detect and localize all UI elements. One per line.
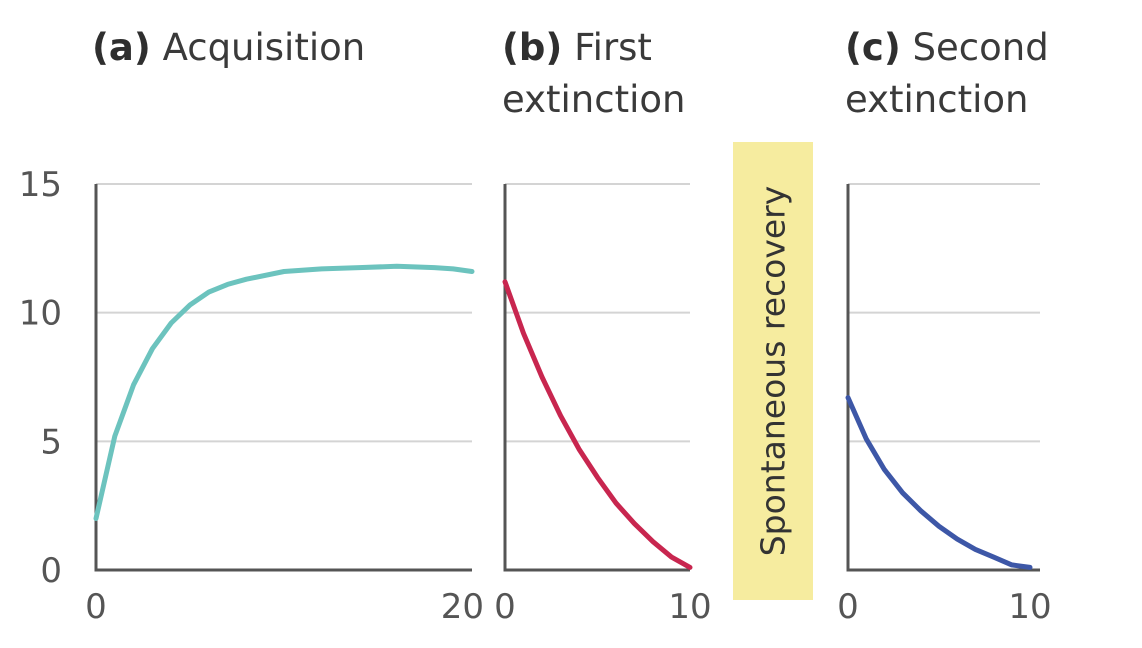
panel-c-title: (c) Second extinction bbox=[845, 22, 1049, 126]
panel-b-series-line bbox=[502, 279, 693, 570]
panel-a-ytick-label: 0 bbox=[40, 551, 62, 591]
spontaneous-recovery-box bbox=[733, 142, 813, 600]
panel-b-title: (b) First extinction bbox=[502, 22, 685, 126]
panel-a-series-line bbox=[93, 263, 475, 521]
panel-b-axes bbox=[503, 184, 690, 572]
panel-a-axes bbox=[94, 184, 472, 572]
panel-a-tag: (a) bbox=[92, 26, 151, 69]
panel-c-title-text: Second bbox=[912, 26, 1049, 69]
panel-b-xtick-label: 0 bbox=[494, 587, 516, 627]
panel-b-title-line2: extinction bbox=[502, 78, 686, 121]
panel-b-title-text: First bbox=[574, 26, 652, 69]
panel-c-xtick-label: 0 bbox=[837, 587, 859, 627]
panel-a-xtick-label: 20 bbox=[441, 587, 484, 627]
panel-a-xtick-label: 0 bbox=[85, 587, 107, 627]
panel-c-xtick-label: 10 bbox=[1008, 587, 1051, 627]
spontaneous-recovery-label: Spontaneous recovery bbox=[753, 185, 793, 557]
panel-a-ytick-label: 5 bbox=[40, 422, 62, 462]
panel-a-ytick-label: 15 bbox=[19, 165, 62, 205]
panel-a-title-text: Acquisition bbox=[162, 26, 366, 69]
panel-c-tag: (c) bbox=[845, 26, 901, 69]
panel-b-xtick-label: 10 bbox=[668, 587, 711, 627]
panel-a-title: (a) Acquisition bbox=[92, 22, 365, 74]
panel-a-ytick-label: 10 bbox=[19, 294, 62, 334]
panel-b-tag: (b) bbox=[502, 26, 563, 69]
panel-c-axes bbox=[846, 184, 1040, 572]
panel-c-series-line bbox=[845, 395, 1033, 570]
panel-c-title-line2: extinction bbox=[845, 78, 1029, 121]
